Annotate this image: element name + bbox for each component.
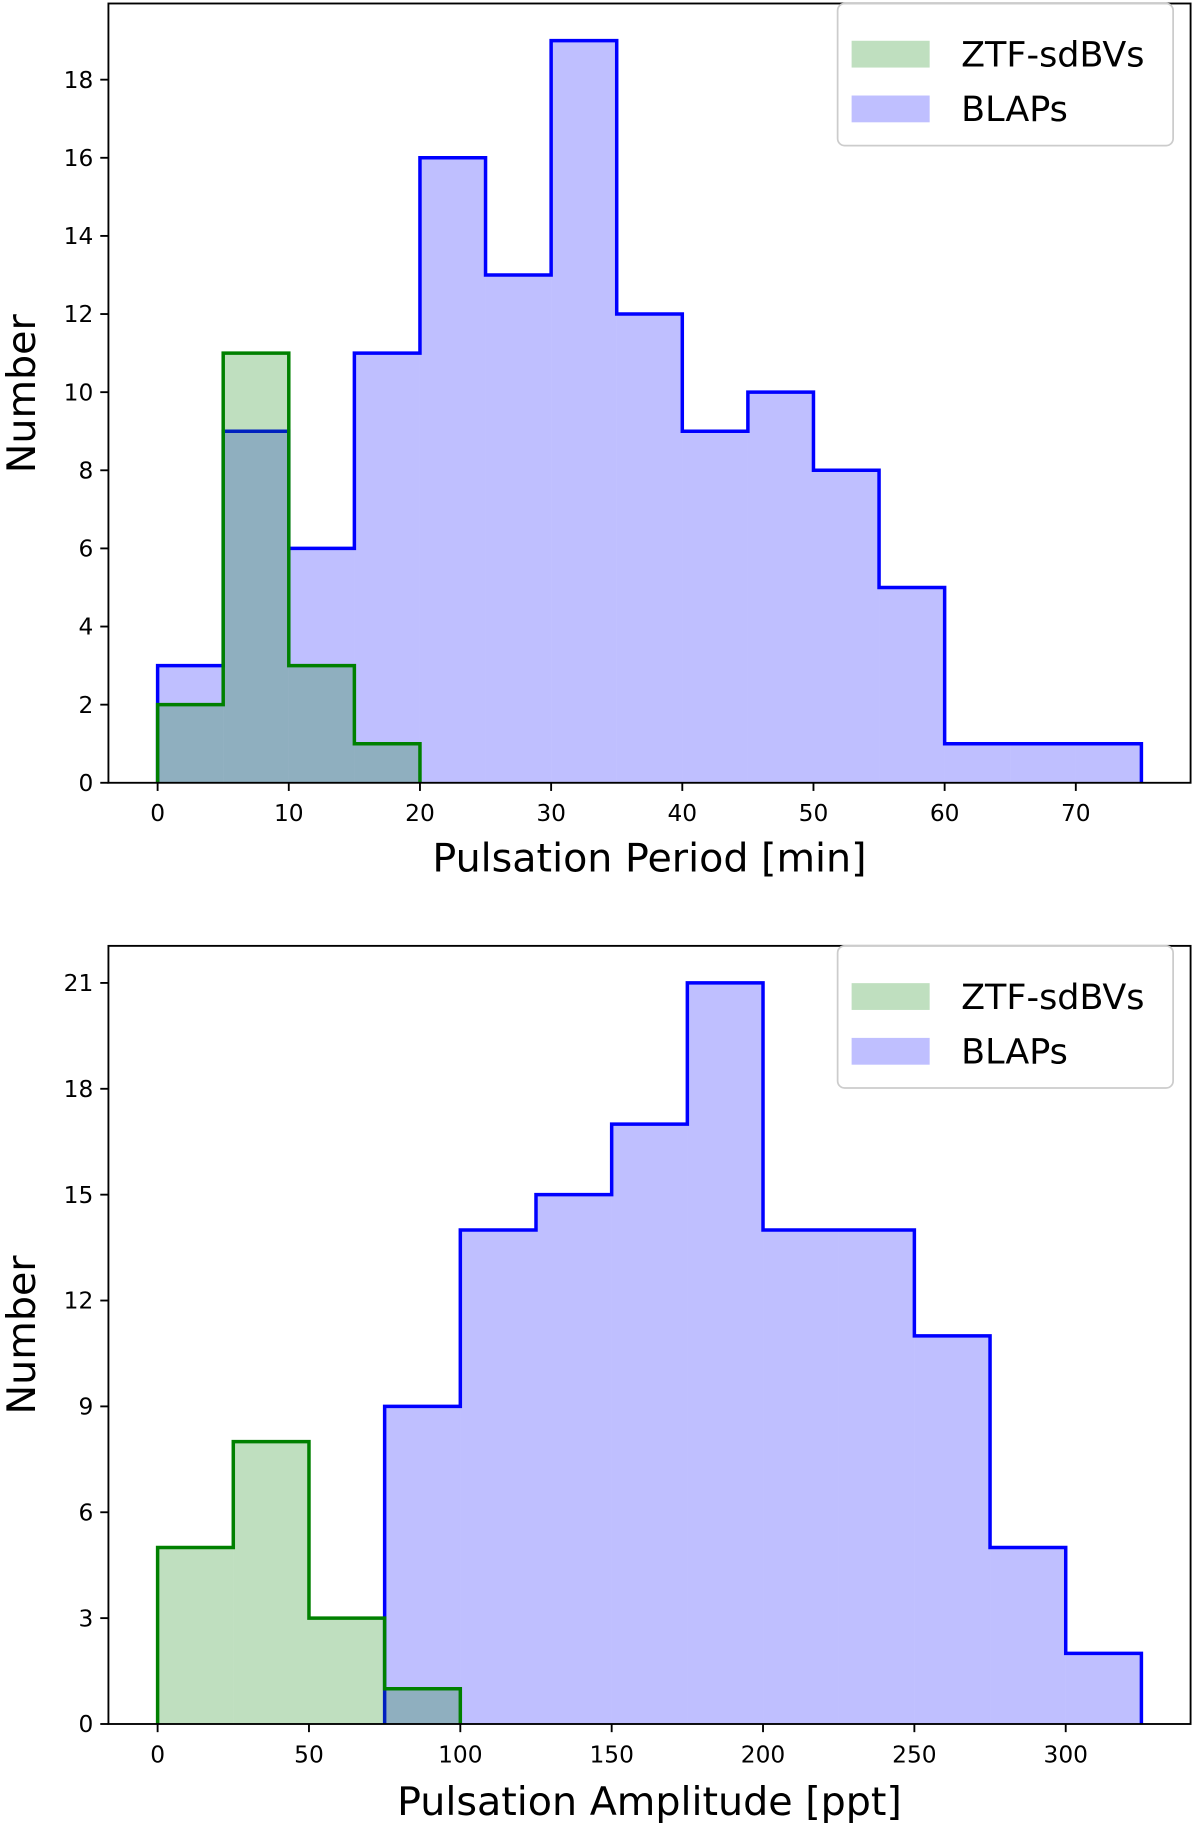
histogram-bar xyxy=(879,587,945,783)
histogram-bar xyxy=(838,1229,915,1724)
histogram-bar xyxy=(233,1441,309,1724)
histogram-bar xyxy=(288,665,355,783)
series-blaps xyxy=(382,981,1144,1724)
x-tick-label: 300 xyxy=(1044,1741,1088,1768)
x-tick-label: 10 xyxy=(274,800,304,827)
histogram-bar xyxy=(551,40,617,783)
legend-label: ZTF-sdBVs xyxy=(961,35,1144,75)
y-tick-label: 14 xyxy=(64,223,94,250)
y-axis-label: Number xyxy=(0,1255,45,1415)
x-tick-label: 70 xyxy=(1061,800,1091,827)
histogram-bar xyxy=(944,743,1011,783)
y-tick-label: 12 xyxy=(64,1288,94,1315)
y-tick-label: 0 xyxy=(78,1711,93,1738)
histogram-bar xyxy=(914,1335,991,1724)
x-axis-label: Pulsation Amplitude [ppt] xyxy=(397,1779,902,1825)
histogram-bar xyxy=(813,470,880,783)
series-ztf-sdbvs xyxy=(155,1439,463,1724)
series-blaps xyxy=(155,38,1144,783)
legend-label: BLAPs xyxy=(961,1033,1068,1073)
y-tick-label: 9 xyxy=(78,1394,93,1421)
histogram-bar xyxy=(354,353,420,783)
histogram-bar xyxy=(157,704,224,783)
histogram-bar xyxy=(354,743,420,783)
histogram-bar xyxy=(460,1229,536,1724)
y-tick-label: 3 xyxy=(78,1605,93,1632)
histogram-bar xyxy=(1065,1653,1142,1724)
histogram-bar xyxy=(687,982,764,1724)
y-tick-label: 6 xyxy=(78,1499,93,1526)
histogram-bar xyxy=(223,353,289,783)
histogram-bar xyxy=(485,274,552,783)
histogram-bar xyxy=(616,314,683,783)
histogram-bar xyxy=(535,1194,612,1724)
y-tick-label: 2 xyxy=(78,692,93,719)
histogram-bar xyxy=(682,431,748,783)
x-tick-label: 0 xyxy=(150,800,165,827)
x-tick-label: 200 xyxy=(741,1741,785,1768)
legend: ZTF-sdBVs BLAPs xyxy=(836,944,1174,1089)
histogram-bar xyxy=(308,1618,385,1724)
histogram-bar xyxy=(157,665,224,783)
histogram-outline xyxy=(155,1439,463,1724)
y-tick-label: 18 xyxy=(64,67,94,94)
x-axis-label: Pulsation Period [min] xyxy=(432,835,866,881)
y-tick-label: 10 xyxy=(64,379,94,406)
x-tick-label: 40 xyxy=(667,800,697,827)
y-tick-label: 12 xyxy=(64,301,94,328)
x-tick-label: 250 xyxy=(892,1741,936,1768)
x-tick-label: 30 xyxy=(536,800,566,827)
legend-label: ZTF-sdBVs xyxy=(961,978,1144,1018)
legend-swatch xyxy=(851,1037,930,1065)
series-ztf-sdbvs xyxy=(155,351,422,783)
y-tick-label: 8 xyxy=(78,457,93,484)
chart-1: 0 10 20 30 40 50 60 70 0 2 4 6 8 10 12 14 16 18 Pulsation … xyxy=(0,2,1192,881)
legend-box xyxy=(836,2,1174,147)
axes-frame xyxy=(107,944,1192,1725)
histogram-bar xyxy=(990,1547,1066,1724)
x-tick-label: 50 xyxy=(799,800,829,827)
histogram-bar xyxy=(223,431,289,783)
histogram-bar xyxy=(157,1547,234,1724)
y-tick-label: 18 xyxy=(64,1076,94,1103)
histogram-bar xyxy=(1010,743,1076,783)
histogram-bar xyxy=(384,1688,461,1724)
histogram-outline xyxy=(382,981,1144,1724)
y-tick-label: 4 xyxy=(78,614,93,641)
x-tick-label: 0 xyxy=(150,1741,165,1768)
histogram-bar xyxy=(384,1406,461,1724)
histogram-bar xyxy=(611,1124,688,1724)
y-tick-label: 0 xyxy=(78,770,93,797)
x-tick-label: 60 xyxy=(930,800,960,827)
legend-swatch xyxy=(851,95,930,123)
y-axis-label: Number xyxy=(0,313,45,473)
x-tick-label: 20 xyxy=(405,800,435,827)
legend-label: BLAPs xyxy=(961,90,1068,130)
legend: ZTF-sdBVs BLAPs xyxy=(836,2,1174,147)
x-tick-label: 100 xyxy=(438,1741,482,1768)
y-tick-label: 15 xyxy=(64,1182,94,1209)
y-tick-label: 21 xyxy=(64,970,94,997)
legend-swatch xyxy=(851,983,930,1010)
legend-swatch xyxy=(851,40,930,68)
legend-box xyxy=(836,944,1174,1089)
y-tick-label: 6 xyxy=(78,536,93,563)
histogram-bar xyxy=(1075,743,1142,783)
histogram-bar xyxy=(763,1229,839,1724)
y-tick-label: 16 xyxy=(64,145,94,172)
axes-frame xyxy=(107,2,1192,784)
x-tick-label: 150 xyxy=(589,1741,633,1768)
chart-2: 0 50 100 150 200 250 300 0 3 6 9 12 15 18 21 Pulsation … xyxy=(0,944,1192,1825)
x-tick-label: 50 xyxy=(294,1741,324,1768)
histogram-bar xyxy=(419,157,486,783)
histogram-bar xyxy=(747,392,814,783)
histogram-outline xyxy=(155,351,422,783)
